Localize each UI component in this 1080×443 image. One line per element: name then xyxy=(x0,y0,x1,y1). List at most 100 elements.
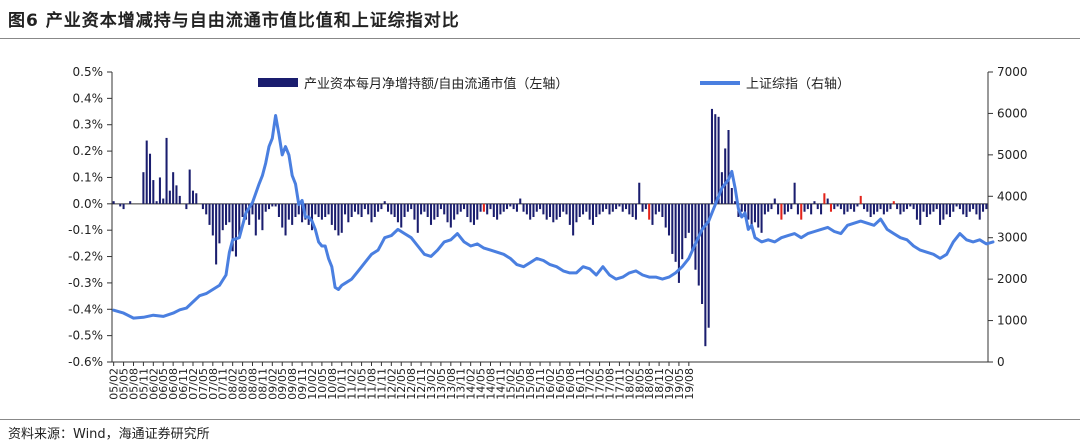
bar xyxy=(294,203,297,217)
bar xyxy=(162,198,165,204)
bar xyxy=(297,203,300,215)
bar xyxy=(793,182,796,204)
bar xyxy=(701,203,704,304)
bar xyxy=(925,203,928,217)
x-axis-tick-label: 17/02 xyxy=(584,368,597,400)
bar xyxy=(882,203,885,215)
x-axis-tick-label: 10/05 xyxy=(316,368,329,400)
bar xyxy=(859,195,862,204)
bar xyxy=(780,203,783,220)
x-axis-tick-label: 17/05 xyxy=(594,368,607,400)
bar xyxy=(215,203,218,265)
x-axis-tick-label: 14/08 xyxy=(484,368,497,400)
bar xyxy=(648,203,651,220)
bar xyxy=(945,203,948,215)
bar xyxy=(185,203,188,210)
x-axis-tick-label: 15/11 xyxy=(534,368,547,400)
bar xyxy=(714,114,717,204)
bar xyxy=(218,203,221,244)
bar xyxy=(661,203,664,217)
bar xyxy=(872,203,875,215)
bar xyxy=(241,203,244,217)
bar xyxy=(691,203,694,252)
bar xyxy=(357,203,360,215)
x-axis-tick-label: 08/08 xyxy=(246,368,259,400)
bar xyxy=(456,203,459,215)
left-axis-tick-label: 0.5% xyxy=(73,65,104,79)
bar xyxy=(152,180,155,204)
bar xyxy=(968,203,971,212)
bar xyxy=(261,203,264,231)
x-axis-tick-label: 05/02 xyxy=(108,368,121,400)
source-note: 资料来源：Wind，海通证券研究所 xyxy=(8,427,210,442)
bar xyxy=(836,203,839,207)
left-axis-tick-label: -0.4% xyxy=(68,302,103,316)
bar xyxy=(433,203,436,220)
bar xyxy=(777,203,780,215)
bar xyxy=(420,203,423,215)
bar xyxy=(958,203,961,210)
bar xyxy=(446,203,449,223)
bar xyxy=(578,203,581,217)
bar xyxy=(519,198,522,204)
bar xyxy=(935,203,938,210)
bar xyxy=(142,172,145,204)
left-axis-tick-label: -0.3% xyxy=(68,276,103,290)
bar xyxy=(172,172,175,204)
right-axis-tick-label: 7000 xyxy=(997,65,1028,79)
x-axis-tick-label: 09/05 xyxy=(276,368,289,400)
bar xyxy=(572,203,575,236)
bar xyxy=(168,190,171,204)
bar xyxy=(730,188,733,204)
bar xyxy=(436,203,439,217)
bar xyxy=(271,203,274,207)
x-axis-tick-label: 10/02 xyxy=(306,368,319,400)
bar xyxy=(615,203,618,210)
bar xyxy=(386,203,390,212)
bar xyxy=(225,203,228,225)
bar xyxy=(608,203,611,215)
bar xyxy=(955,203,958,207)
bar xyxy=(317,203,320,217)
bar xyxy=(529,203,532,220)
bar xyxy=(327,203,330,215)
bar xyxy=(439,203,442,210)
bar xyxy=(810,203,813,215)
x-axis-tick-label: 15/05 xyxy=(514,368,527,400)
bar xyxy=(803,203,806,212)
bar xyxy=(654,203,657,215)
bar xyxy=(734,201,737,204)
bar xyxy=(747,203,750,220)
bar xyxy=(390,203,393,215)
bar xyxy=(773,198,776,204)
title-divider xyxy=(0,38,1080,39)
bar xyxy=(429,203,433,225)
bar xyxy=(148,153,152,204)
bar xyxy=(274,203,277,207)
left-axis-tick-label: -0.1% xyxy=(68,223,103,237)
bar xyxy=(492,203,495,217)
bar xyxy=(598,203,601,215)
bar xyxy=(839,203,842,210)
bar xyxy=(833,203,836,210)
bar xyxy=(658,203,661,212)
bar xyxy=(724,148,727,204)
bar xyxy=(525,203,528,215)
bar xyxy=(982,203,985,212)
bar xyxy=(611,203,614,212)
bar xyxy=(876,203,879,212)
left-axis-tick-label: 0.1% xyxy=(73,170,104,184)
bar xyxy=(463,203,466,210)
bar xyxy=(155,201,158,204)
bar xyxy=(277,203,280,217)
bar xyxy=(231,203,234,252)
bar xyxy=(869,203,872,217)
x-axis-tick-label: 11/05 xyxy=(356,368,369,400)
bar xyxy=(344,203,347,215)
bar xyxy=(542,203,545,215)
x-axis-tick-label: 08/02 xyxy=(227,368,240,400)
bar xyxy=(750,203,753,225)
bar xyxy=(248,203,251,225)
bar xyxy=(671,203,674,254)
bar xyxy=(370,203,373,223)
